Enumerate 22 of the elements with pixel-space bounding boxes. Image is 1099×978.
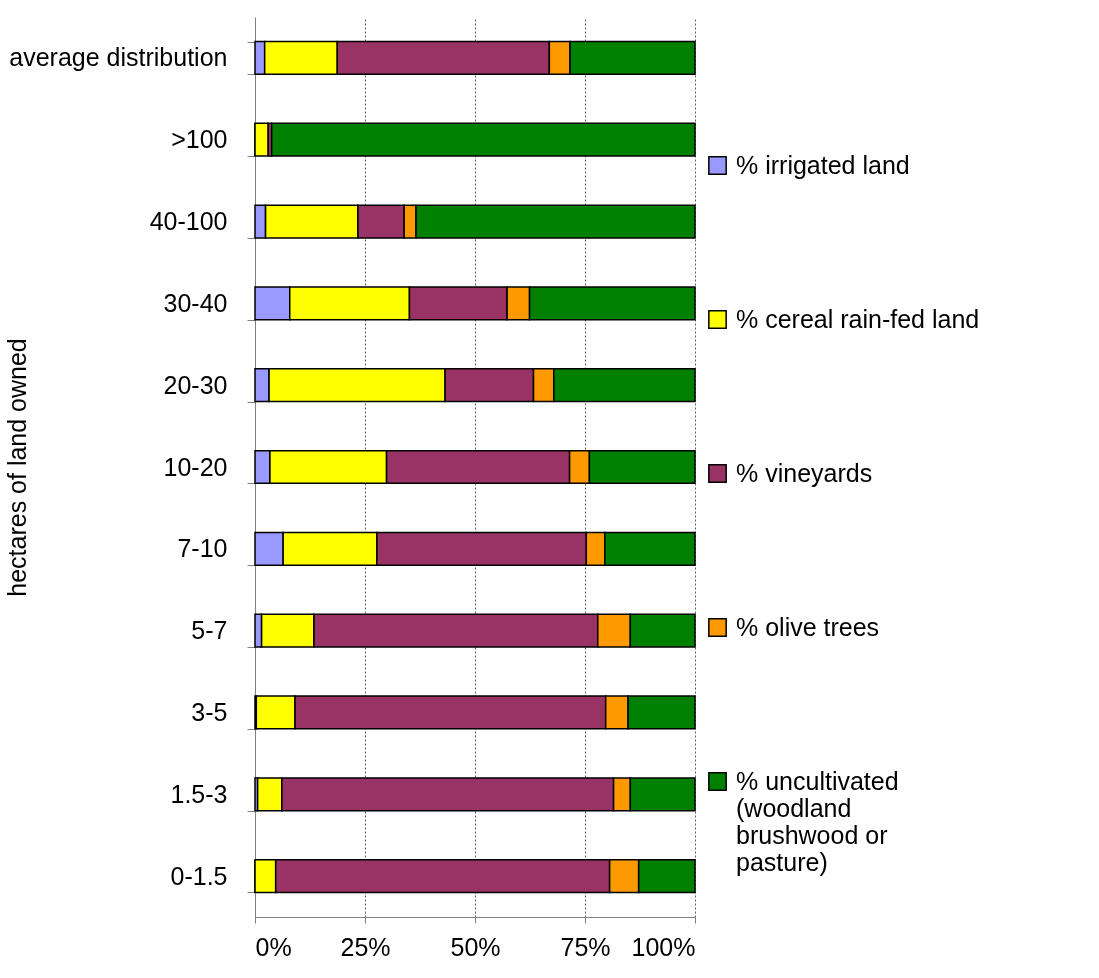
legend-label: % cereal rain-fed land bbox=[736, 304, 980, 333]
y-tick-label: average distribution bbox=[9, 43, 228, 72]
y-tick-label: 3-5 bbox=[191, 697, 228, 726]
x-tick-label: 100% bbox=[631, 932, 696, 961]
y-tick-label: >100 bbox=[171, 125, 228, 154]
y-tick-label: 1.5-3 bbox=[170, 779, 228, 808]
legend-label: % uncultivated (woodland brushwood or pasture) bbox=[736, 766, 899, 876]
x-tick-label: 75% bbox=[560, 932, 611, 961]
x-tick-label: 25% bbox=[340, 932, 391, 961]
legend-label: % vineyards bbox=[736, 458, 873, 487]
y-tick-label: 20-30 bbox=[163, 370, 228, 399]
y-tick-label: 0-1.5 bbox=[170, 861, 228, 890]
y-tick-label: 40-100 bbox=[149, 207, 228, 236]
y-axis-title: hectares of land owned bbox=[2, 338, 31, 597]
x-tick-label: 0% bbox=[255, 932, 292, 961]
x-tick-label: 50% bbox=[450, 932, 501, 961]
legend-label: % irrigated land bbox=[736, 150, 910, 179]
y-tick-label: 7-10 bbox=[177, 534, 228, 563]
legend-label: % olive trees bbox=[736, 612, 880, 641]
y-tick-label: 30-40 bbox=[163, 288, 228, 317]
y-tick-label: 10-20 bbox=[163, 452, 228, 481]
y-tick-label: 5-7 bbox=[191, 616, 228, 645]
